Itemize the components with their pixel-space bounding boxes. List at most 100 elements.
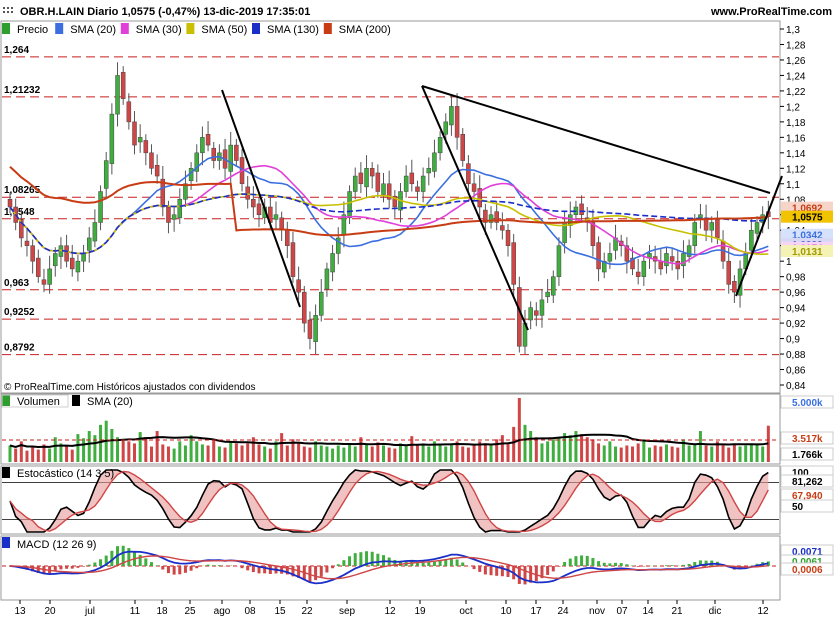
x-tick-label: 12 (757, 606, 769, 617)
volume-bar (229, 441, 233, 462)
candle-down (658, 260, 664, 270)
x-tick-label: 07 (616, 606, 628, 617)
volume-bar (240, 445, 244, 462)
x-tick-label: 19 (414, 606, 426, 617)
volume-bar (693, 444, 697, 462)
candle-down (505, 229, 511, 246)
macd-hist-bar (31, 566, 35, 572)
macd-hist-bar (155, 565, 159, 566)
macd-hist-bar (178, 566, 182, 575)
price-badge-bg (781, 245, 833, 258)
candle-down (579, 203, 584, 215)
macd-hist-bar (93, 562, 97, 566)
volume-bar (59, 443, 63, 462)
macd-hist-bar (353, 553, 357, 566)
macd-lines (2, 545, 779, 585)
badge-label: 100 (792, 468, 809, 479)
macd-hist-bar (76, 566, 80, 568)
menu-icon[interactable] (3, 7, 13, 13)
candle-down (7, 199, 13, 208)
volume-bar (387, 447, 391, 462)
candle-up (488, 214, 494, 223)
volume-bar (42, 444, 46, 462)
volume-bar (166, 446, 170, 462)
candle-down (132, 121, 137, 146)
volume-bar (625, 445, 629, 462)
volume-bar (761, 446, 765, 462)
macd-hist-bar (585, 555, 589, 566)
volume-bar (676, 447, 680, 462)
x-tick-label: 18 (156, 606, 168, 617)
candle-down (358, 172, 364, 185)
volume-bar (87, 431, 91, 462)
candle-up (551, 276, 556, 296)
legend-label-0: Precio (17, 24, 48, 36)
macd-hist-bar (370, 551, 374, 566)
legend-swatch-2 (120, 23, 129, 34)
volume-bar (444, 446, 448, 462)
candle-up (313, 315, 318, 342)
y-tick-label: 0,84 (786, 381, 806, 392)
badge-label: 0,0071 (792, 547, 823, 558)
level-label-4: 0,963 (4, 278, 29, 289)
macd-hist-bar (336, 564, 340, 566)
macd-hist-bar (438, 560, 442, 566)
volume-bar (331, 448, 335, 462)
macd-hist-bar (206, 564, 210, 566)
candle-up (273, 214, 279, 220)
volume-legend-label: Volumen (17, 396, 60, 408)
volume-bar (93, 435, 97, 462)
horizontal-levels: 1,264 1,21232 1,08265 1,0548 0,963 0,9252 0,87… (2, 45, 779, 356)
candle-down (409, 172, 415, 185)
trendline-1 (421, 85, 529, 331)
volume-bar (14, 448, 18, 462)
trendline-2 (421, 85, 771, 194)
macd-hist-bar (698, 560, 702, 566)
level-label-6: 0,8792 (4, 343, 35, 354)
volume-bar (76, 434, 80, 462)
y-tick-label: 1,16 (786, 133, 806, 144)
volume-bar (551, 439, 555, 462)
macd-hist-bar (449, 557, 453, 566)
candle-down (392, 195, 398, 208)
level-label-1: 1,21232 (4, 85, 41, 96)
volume-bar (721, 445, 725, 462)
volume-bar (217, 446, 221, 462)
macd-hist-bar (517, 566, 521, 584)
candle-up (347, 191, 352, 219)
x-tick-label: 12 (384, 606, 396, 617)
volume-bar (608, 441, 612, 462)
badge-label: 3.517k (792, 434, 823, 445)
candle-up (115, 75, 120, 115)
macd-legend: MACD (12 26 9) (2, 537, 96, 551)
candle-up (86, 237, 92, 251)
price-panel-frame[interactable] (0, 20, 781, 394)
site-label[interactable]: www.ProRealTime.com (710, 6, 832, 18)
candle-up (686, 245, 692, 257)
volume-bar (636, 443, 640, 462)
macd-hist-bar (551, 566, 555, 572)
macd-hist-bar (246, 566, 250, 571)
volume-bar (370, 446, 374, 462)
volume-bar (512, 426, 516, 462)
x-tick-label: oct (459, 606, 473, 617)
x-tick-label: ago (214, 606, 231, 617)
macd-hist-bar (149, 562, 153, 566)
volume-bar (263, 446, 267, 462)
badge-label: 1.766k (792, 450, 823, 461)
macd-hist-bar (432, 561, 436, 566)
badge-bg (780, 562, 834, 576)
candle-up (335, 237, 341, 254)
macd-hist-bar (104, 555, 108, 566)
y-tick-label: 0,88 (786, 350, 806, 361)
candle-down (596, 242, 601, 270)
macd-hist-bar (393, 559, 397, 566)
volume-bar (82, 438, 86, 462)
candle-up (641, 260, 647, 277)
volume-bar (65, 445, 69, 462)
volume-bar (382, 445, 386, 462)
stoch-panel-frame[interactable] (0, 465, 781, 535)
volume-panel-frame[interactable] (0, 393, 781, 465)
macd-hist-bar (59, 566, 63, 570)
